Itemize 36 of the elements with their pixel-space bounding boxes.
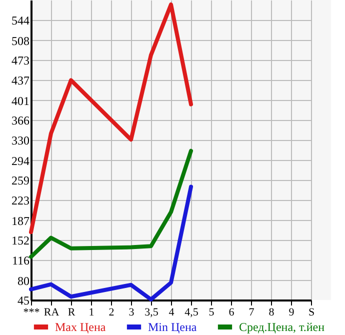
y-tick-label: 223 (12, 194, 30, 208)
y-tick-label: 473 (12, 54, 30, 68)
y-tick-label: 544 (12, 14, 30, 28)
x-tick-label: 3 (128, 306, 135, 318)
legend-label: Сред.Цена, т.йен (239, 320, 326, 334)
x-tick-label: 2 (108, 306, 114, 318)
line-series (29, 2, 193, 234)
x-tick-label: R (68, 306, 76, 318)
x-tick-label: *** (23, 306, 40, 318)
x-tick-label: RA (44, 306, 60, 318)
x-tick-label: S (308, 306, 315, 318)
y-tick-label: 80 (18, 274, 30, 288)
y-tick-label: 116 (12, 254, 30, 268)
y-tick-label: 45 (18, 294, 30, 308)
line-series (29, 148, 193, 259)
y-tick-label: 152 (12, 234, 30, 248)
x-tick-label: 6 (228, 306, 235, 318)
y-tick-label: 508 (12, 34, 30, 48)
x-tick-label: 4 (168, 306, 175, 318)
line-series (29, 184, 193, 302)
x-tick-label: 9 (288, 306, 295, 318)
y-tick-label: 366 (12, 114, 30, 128)
x-tick-label: 7 (248, 306, 255, 318)
x-tick-label: 5 (208, 306, 215, 318)
x-tick-label: 3,5 (144, 306, 159, 318)
y-tick-label: 330 (12, 134, 30, 148)
x-tick-label: 1 (88, 306, 94, 318)
y-tick-label: 294 (12, 154, 30, 168)
x-tick-label: 4,5 (184, 306, 199, 318)
legend-label: Max Цена (55, 320, 106, 334)
y-tick-label: 437 (12, 74, 30, 88)
legend-label: Min Цена (148, 320, 198, 334)
y-tick-label: 259 (12, 174, 30, 188)
y-tick-label: 187 (12, 214, 30, 228)
x-tick-label: 8 (268, 306, 275, 318)
y-tick-label: 401 (12, 94, 30, 108)
